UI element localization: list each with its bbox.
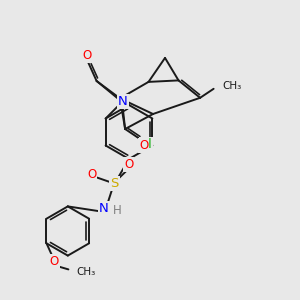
Text: O: O bbox=[87, 168, 96, 181]
Text: O: O bbox=[139, 139, 148, 152]
Text: CH₃: CH₃ bbox=[222, 81, 241, 92]
Text: N: N bbox=[118, 94, 128, 108]
Text: N: N bbox=[99, 202, 109, 215]
Text: H: H bbox=[113, 204, 122, 217]
Text: CH₃: CH₃ bbox=[77, 267, 96, 277]
Text: Cl: Cl bbox=[140, 137, 152, 151]
Text: O: O bbox=[124, 158, 133, 171]
Text: O: O bbox=[50, 255, 58, 268]
Text: S: S bbox=[110, 177, 119, 190]
Text: O: O bbox=[82, 49, 91, 62]
